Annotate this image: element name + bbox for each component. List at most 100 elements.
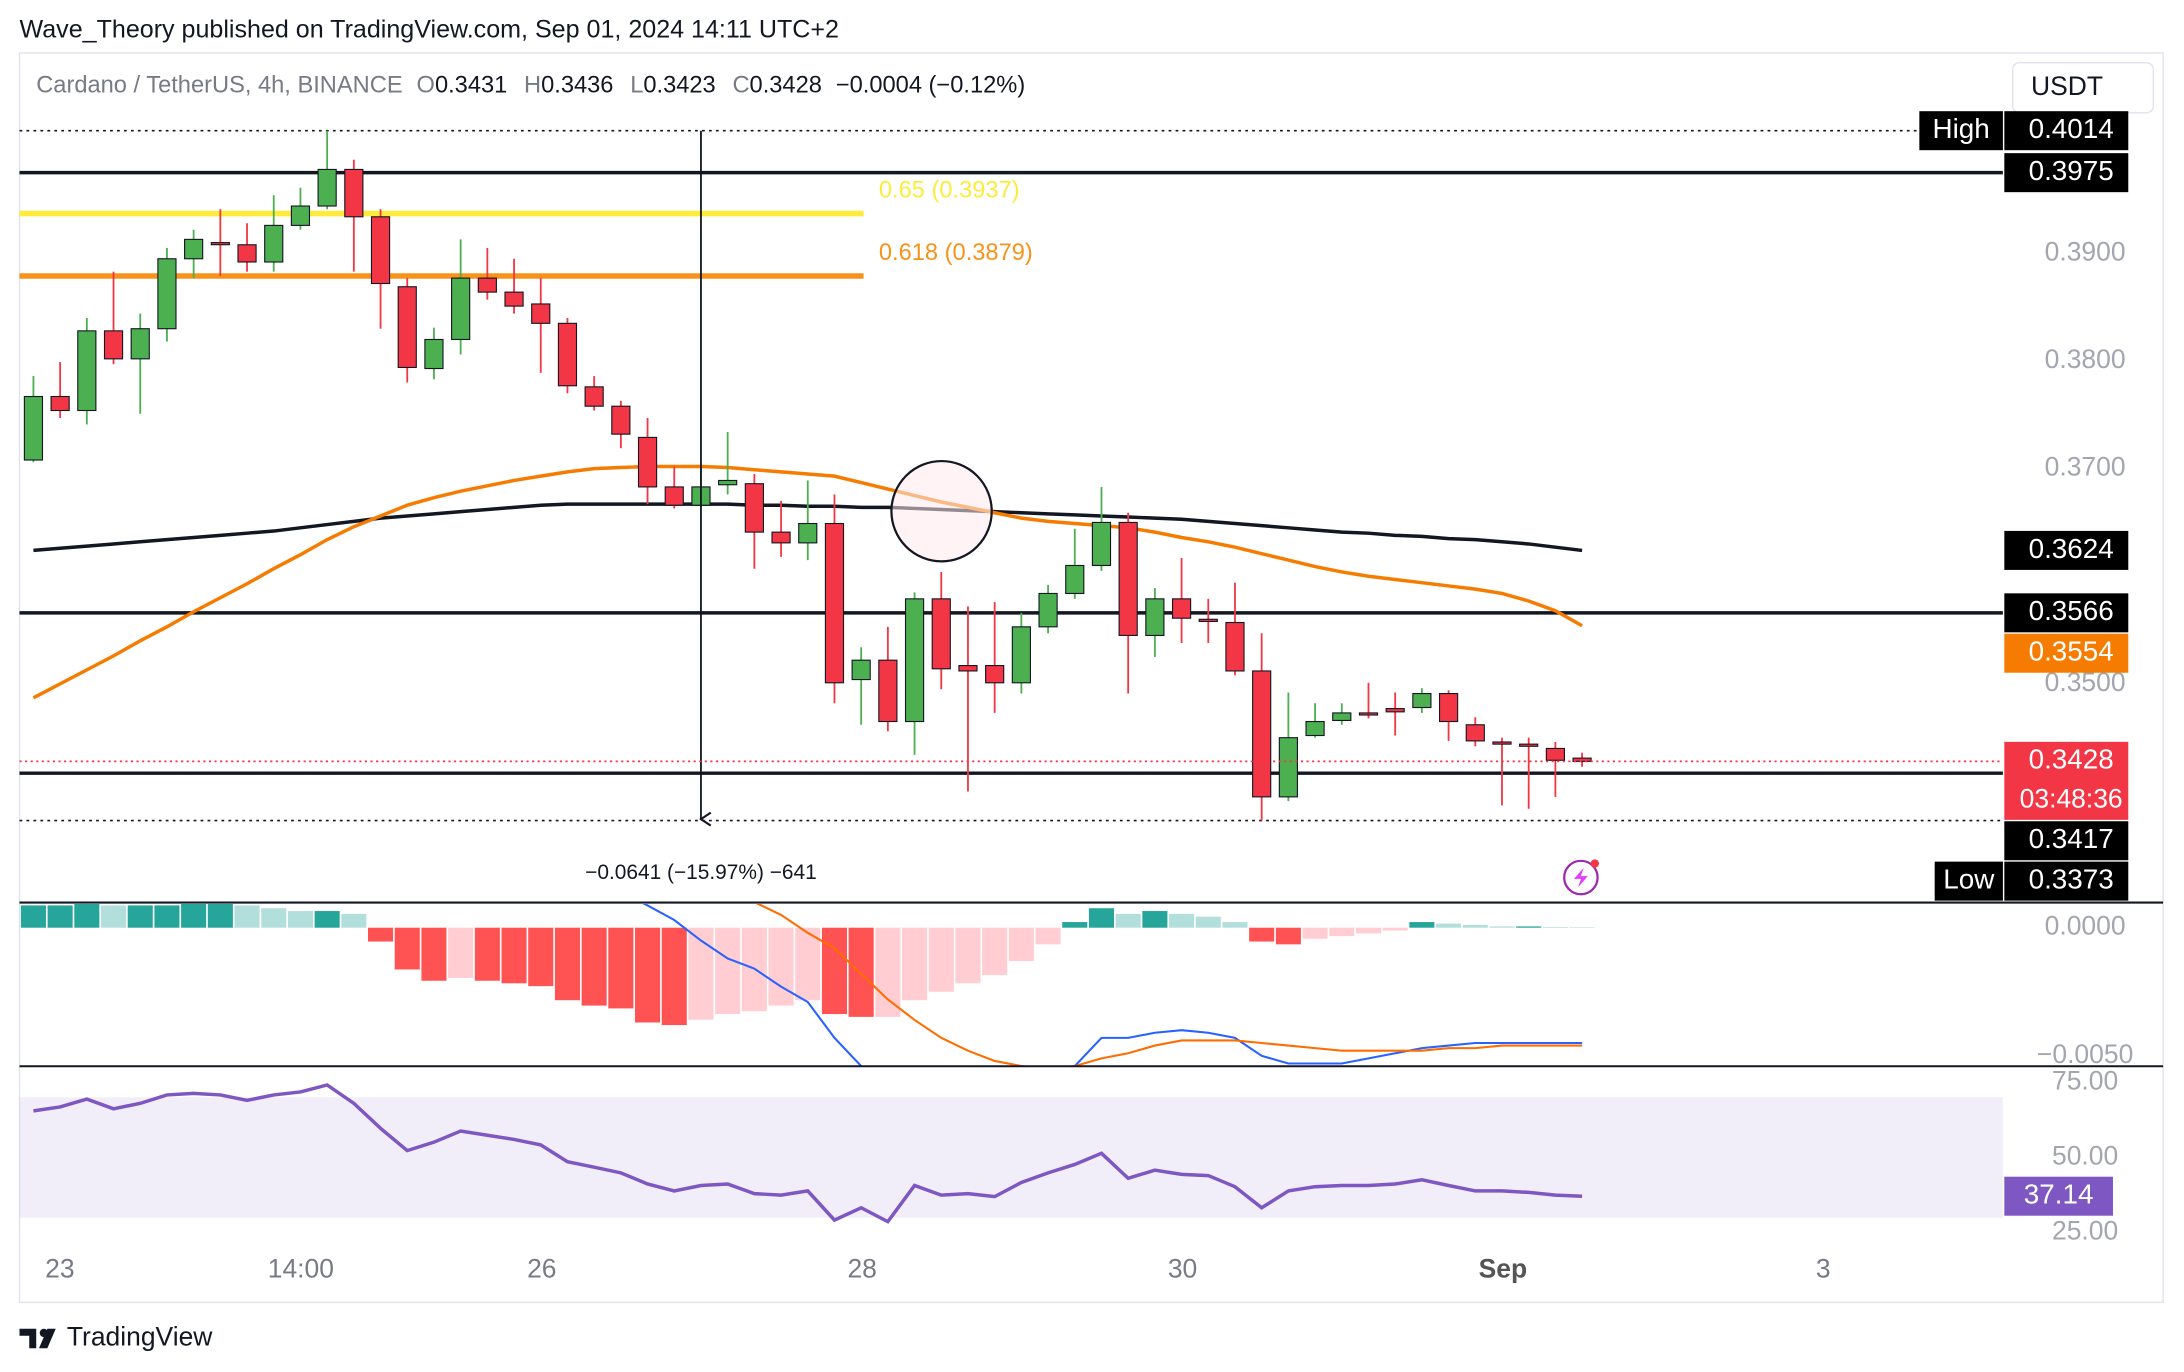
candle-body <box>824 522 845 684</box>
histogram-bar <box>1409 922 1435 928</box>
price-label-box <box>2004 821 2129 861</box>
footer-brand: TradingView <box>67 1322 213 1352</box>
candle-body <box>878 659 898 723</box>
histogram-bar <box>1329 927 1355 937</box>
currency[interactable]: USDT <box>2031 71 2103 101</box>
histogram-bar <box>474 927 500 981</box>
histogram-bar <box>74 903 100 928</box>
histogram-bar <box>661 927 687 1026</box>
price-label: 0.3417 <box>2029 823 2114 854</box>
fib-label: 0.65 (0.3937) <box>879 178 1020 204</box>
histogram-bar <box>902 927 928 1001</box>
histogram-bar <box>1222 922 1248 928</box>
histogram-bar <box>341 913 367 928</box>
price-label-box <box>2004 633 2129 673</box>
candle-body <box>477 277 497 293</box>
histogram-bar <box>982 927 1008 976</box>
rsi-line <box>33 1083 1583 1224</box>
y-tick-label: −0.0050 <box>2037 1039 2133 1069</box>
candle-body <box>1252 670 1272 798</box>
candle-body <box>1438 692 1459 723</box>
candle-body <box>1145 598 1165 636</box>
price-label-box <box>2004 741 2129 820</box>
price-label: 0.4014 <box>2029 113 2114 144</box>
y-tick-label: 0.3900 <box>2045 236 2126 266</box>
candle-body <box>1171 598 1192 619</box>
candle-body <box>50 395 70 412</box>
candle-body <box>851 659 871 681</box>
histogram-bar <box>875 927 901 1017</box>
candle-body <box>985 665 1005 684</box>
rsi-band <box>19 1097 2003 1218</box>
histogram-bar <box>1302 927 1328 939</box>
candle-body <box>1519 743 1539 747</box>
candle-body <box>1091 521 1112 567</box>
candle-body <box>23 395 44 461</box>
legend-value: 0.3431 <box>435 73 507 99</box>
x-tick-label: 3 <box>1816 1253 1831 1283</box>
candle-body <box>744 483 764 533</box>
candle-body <box>397 286 417 369</box>
histogram-bar <box>1008 927 1034 962</box>
histogram-bar <box>47 905 73 928</box>
candle-body <box>77 330 97 412</box>
candle-body <box>904 598 925 723</box>
candle-body <box>1332 712 1352 722</box>
price-label: 0.3428 <box>2029 744 2114 775</box>
attribution: Wave_Theory published on TradingView.com… <box>19 15 838 43</box>
price-label-box <box>2004 111 2129 151</box>
histogram-bar <box>528 927 554 987</box>
histogram-bar <box>1088 908 1115 928</box>
candle-body <box>1198 618 1218 623</box>
histogram-bar <box>1249 927 1275 942</box>
y-tick-label: 75.00 <box>2052 1065 2118 1095</box>
histogram-bar <box>848 927 874 1017</box>
legend-key: L <box>630 73 643 99</box>
price-label-box <box>2004 593 2129 633</box>
candle-body <box>931 598 951 670</box>
histogram-bar <box>501 927 527 984</box>
x-tick-label: 30 <box>1168 1253 1197 1283</box>
price-pane <box>19 129 2003 821</box>
candle-body <box>1412 692 1432 709</box>
histogram-bar <box>1569 927 1595 928</box>
candle-body <box>237 244 257 263</box>
histogram-bar <box>20 905 46 928</box>
y-tick-label: 0.0000 <box>2045 911 2126 941</box>
event-icon <box>1563 859 1599 896</box>
price-label: 0.3975 <box>2029 155 2114 186</box>
candle-body <box>370 216 391 285</box>
histogram-bar <box>1542 926 1568 928</box>
histogram-bar <box>795 927 821 1001</box>
y-tick-label: 50.00 <box>2052 1141 2118 1171</box>
histogram-bar <box>1462 924 1488 928</box>
rsi-label: 37.14 <box>2024 1179 2094 1210</box>
histogram-bar <box>635 927 661 1023</box>
candle-body <box>264 224 284 263</box>
price-label-box <box>2004 153 2129 193</box>
price-label-box <box>2004 530 2129 570</box>
histogram-bar <box>207 903 233 928</box>
highlight-circle <box>890 459 993 563</box>
histogram-bar <box>688 927 714 1020</box>
legend-value: 0.3436 <box>541 73 613 99</box>
candle-body <box>718 479 738 486</box>
histogram-bar <box>421 927 447 981</box>
candle-body <box>210 242 230 246</box>
y-tick-label: 25.00 <box>2052 1216 2118 1246</box>
candle-body <box>1572 757 1592 762</box>
histogram-bar <box>715 927 741 1015</box>
histogram-bar <box>1062 922 1088 928</box>
candle-body <box>664 486 684 506</box>
x-tick-label: 14:00 <box>268 1253 334 1283</box>
candle-body <box>771 531 791 544</box>
candle-body <box>344 168 364 218</box>
candle-body <box>1011 626 1031 684</box>
candle-body <box>1545 747 1566 761</box>
histogram-bar <box>127 905 153 928</box>
candle-body <box>1038 592 1058 628</box>
measure-label: −0.0641 (−15.97%) −641 <box>585 861 817 884</box>
price-tag-box <box>1919 111 2003 151</box>
candle-body <box>531 303 551 324</box>
